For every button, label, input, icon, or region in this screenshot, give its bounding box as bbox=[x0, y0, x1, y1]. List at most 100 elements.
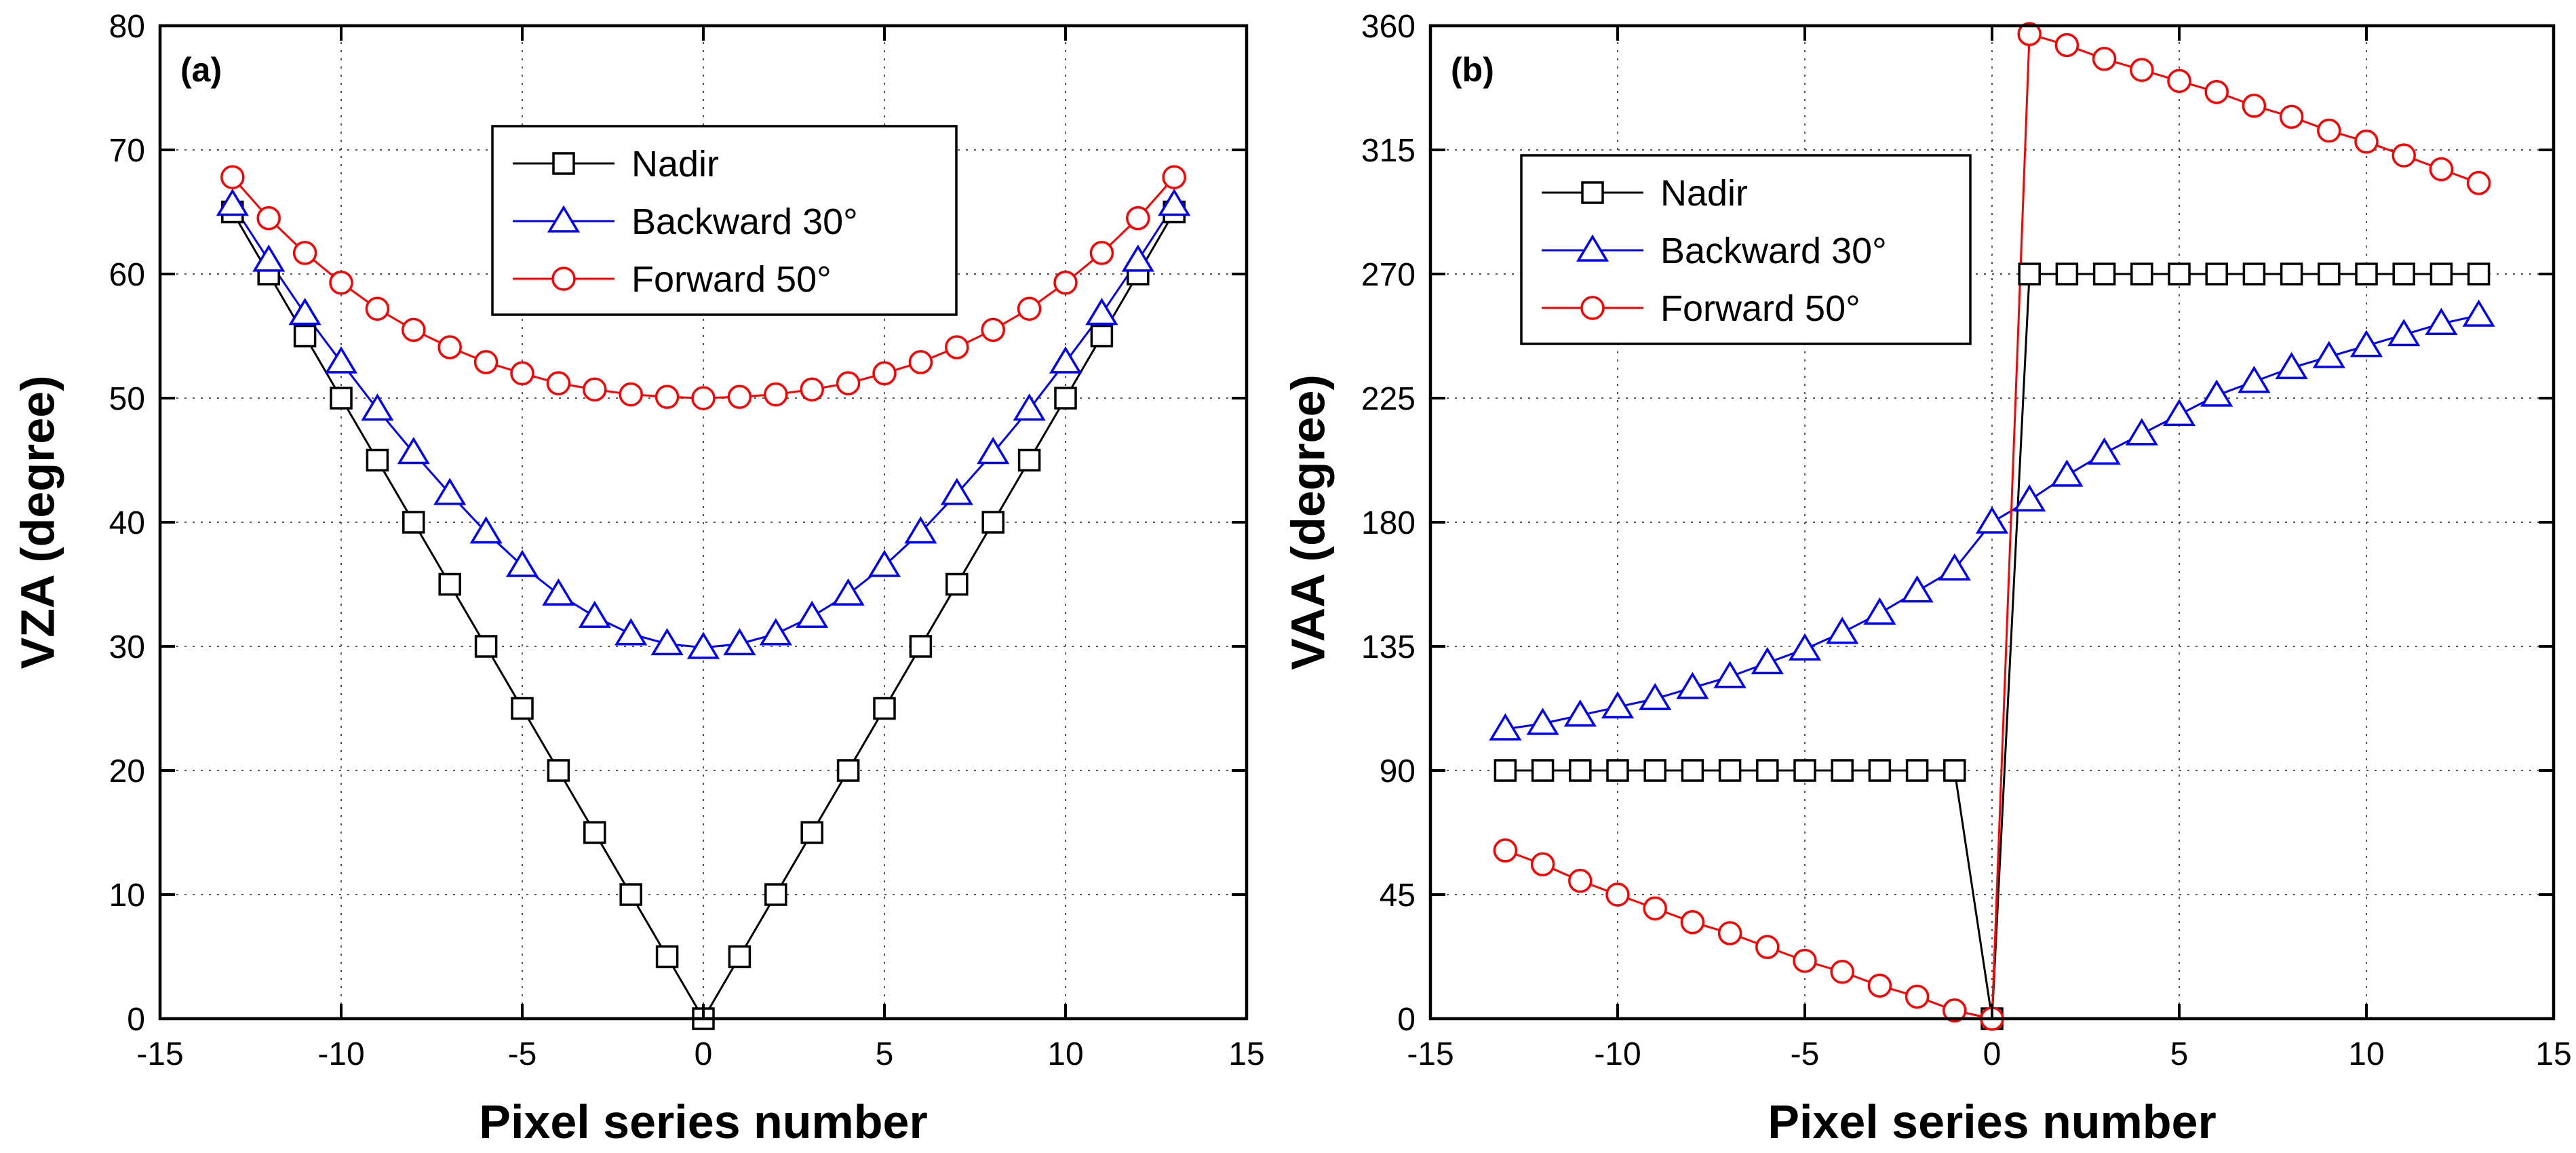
b-legend-label-2: Forward 50° bbox=[1660, 288, 1860, 329]
b-legend-label-1: Backward 30° bbox=[1660, 231, 1887, 271]
a-data-point bbox=[1017, 448, 1041, 472]
a-data-point bbox=[473, 350, 499, 374]
a-data-point bbox=[867, 549, 901, 577]
a-y-tick-label: 30 bbox=[109, 629, 145, 665]
b-data-point bbox=[1905, 984, 1930, 1009]
a-x-tick-label: -10 bbox=[317, 1036, 364, 1072]
b-data-point bbox=[2168, 262, 2191, 286]
a-data-point bbox=[832, 578, 865, 606]
a-data-point bbox=[908, 350, 933, 374]
a-x-tick-label: 5 bbox=[876, 1036, 894, 1072]
b-data-point bbox=[2425, 307, 2458, 335]
a-x-tick-label: 10 bbox=[1047, 1036, 1083, 1072]
a-data-point bbox=[397, 437, 430, 465]
b-data-point bbox=[2054, 33, 2080, 58]
b-data-point bbox=[1639, 682, 1672, 711]
a-data-point bbox=[619, 883, 642, 906]
a-data-point bbox=[904, 516, 937, 544]
b-data-point bbox=[2092, 47, 2117, 71]
a-data-point bbox=[796, 600, 829, 628]
a-data-point bbox=[546, 371, 571, 395]
b-data-point bbox=[2355, 262, 2378, 286]
a-data-point bbox=[981, 511, 1004, 534]
b-data-point bbox=[1568, 868, 1593, 893]
a-data-point bbox=[619, 382, 643, 407]
a-x-axis-title: Pixel series number bbox=[479, 1095, 927, 1148]
a-data-point bbox=[1054, 387, 1077, 410]
b-data-point bbox=[2429, 157, 2454, 182]
b-data-point bbox=[2242, 94, 2267, 118]
a-panel-label: (a) bbox=[180, 51, 222, 89]
a-data-point bbox=[1017, 296, 1042, 321]
a-data-point bbox=[433, 477, 467, 505]
b-y-tick-label: 45 bbox=[1380, 878, 1416, 914]
a-data-point bbox=[1126, 206, 1150, 231]
a-y-tick-label: 50 bbox=[109, 381, 145, 417]
a-y-tick-label: 40 bbox=[109, 505, 145, 541]
b-y-tick-label: 0 bbox=[1397, 1002, 1416, 1038]
a-y-tick-label: 70 bbox=[109, 133, 145, 169]
a-data-point bbox=[800, 821, 823, 844]
panel-b: -15 -10 -5 0 5 10 15 0 45 90 135 180 225 270 315 360 Pix… bbox=[1281, 9, 2571, 1148]
b-x-tick-label: 0 bbox=[1983, 1036, 2002, 1072]
b-x-tick-label: 5 bbox=[2170, 1036, 2189, 1072]
a-data-point bbox=[655, 385, 680, 409]
b-data-point bbox=[2349, 330, 2383, 357]
b-y-tick-label: 360 bbox=[1361, 9, 1416, 45]
a-data-point bbox=[216, 189, 249, 216]
b-data-point bbox=[2242, 262, 2266, 286]
b-data-point bbox=[2017, 22, 2042, 46]
b-y-tick-label: 270 bbox=[1361, 257, 1416, 293]
b-data-point bbox=[2429, 262, 2453, 286]
b-legend-marker-1 bbox=[1576, 234, 1609, 262]
a-y-tick-label: 0 bbox=[127, 1002, 145, 1038]
b-legend-marker-2 bbox=[1580, 296, 1605, 320]
a-x-tick-label: 15 bbox=[1228, 1036, 1264, 1072]
b-data-point bbox=[1563, 699, 1597, 727]
a-data-point bbox=[330, 387, 353, 410]
b-data-point bbox=[2050, 459, 2084, 487]
b-data-point bbox=[1493, 838, 1518, 863]
b-data-point bbox=[1793, 948, 1817, 973]
a-data-point bbox=[723, 627, 756, 656]
a-data-point bbox=[945, 335, 969, 359]
a-data-point bbox=[727, 385, 752, 409]
b-data-point bbox=[2312, 340, 2345, 368]
a-data-point bbox=[511, 697, 534, 720]
b-data-point bbox=[1605, 882, 1630, 907]
b-data-point bbox=[2392, 143, 2416, 168]
a-y-tick-label: 20 bbox=[109, 754, 145, 789]
b-data-point bbox=[1676, 671, 1709, 699]
b-data-point bbox=[1755, 935, 1780, 960]
b-data-point bbox=[2200, 379, 2233, 407]
b-data-point bbox=[1643, 896, 1667, 921]
b-data-point bbox=[1830, 960, 1854, 984]
b-data-point bbox=[1975, 506, 2009, 534]
b-data-point bbox=[2204, 79, 2229, 104]
a-x-tick-label: -5 bbox=[508, 1036, 537, 1072]
b-data-point bbox=[1868, 759, 1892, 782]
b-x-tick-label: -15 bbox=[1407, 1036, 1453, 1072]
a-legend-marker-2 bbox=[551, 267, 576, 291]
a-data-point bbox=[1049, 346, 1082, 374]
b-x-tick-label: 15 bbox=[2535, 1036, 2571, 1072]
a-data-point bbox=[366, 448, 389, 472]
b-data-point bbox=[1569, 759, 1592, 782]
a-data-point bbox=[614, 618, 648, 646]
a-data-point bbox=[293, 324, 317, 348]
a-y-axis-title: VZA (degree) bbox=[11, 375, 64, 669]
b-data-point bbox=[1681, 759, 1704, 782]
b-data-point bbox=[2354, 130, 2379, 154]
b-data-point bbox=[1494, 759, 1517, 782]
b-data-point bbox=[1601, 691, 1635, 719]
b-data-point bbox=[1826, 617, 1859, 644]
a-data-point bbox=[1085, 298, 1118, 326]
a-data-point bbox=[655, 945, 679, 969]
a-data-point bbox=[1053, 271, 1078, 295]
a-data-point bbox=[578, 600, 611, 628]
b-data-point bbox=[1788, 633, 1822, 661]
b-data-point bbox=[2088, 437, 2121, 465]
a-data-point bbox=[365, 296, 390, 321]
a-data-point bbox=[256, 206, 281, 231]
a-data-point bbox=[324, 346, 358, 374]
